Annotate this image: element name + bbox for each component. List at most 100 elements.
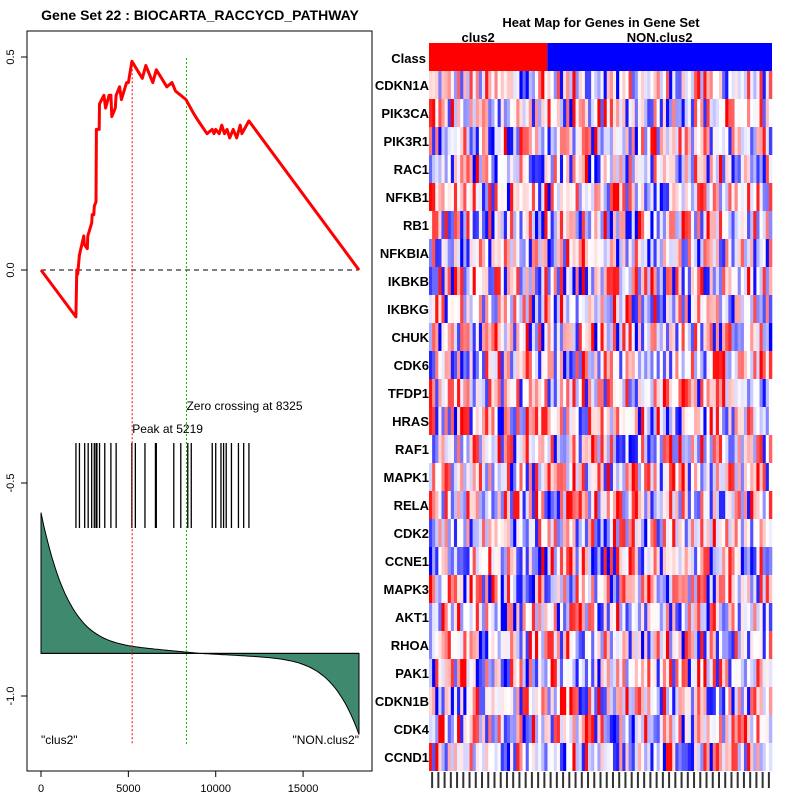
heat-cell	[472, 491, 477, 519]
heat-cell	[460, 407, 464, 435]
heat-cell	[566, 127, 570, 155]
heat-cell	[453, 603, 458, 631]
heat-cell	[759, 267, 763, 295]
heat-cell	[453, 407, 458, 435]
heat-cell	[740, 239, 745, 267]
heat-cell	[525, 239, 530, 267]
heat-cell	[718, 547, 723, 575]
heat-cell	[690, 659, 695, 687]
heat-cell	[588, 603, 592, 631]
y-tick-label: 0.0	[5, 262, 17, 277]
heat-cell	[762, 295, 767, 323]
heat-cell	[547, 491, 551, 519]
heat-cell	[687, 715, 692, 743]
heat-cell	[687, 71, 692, 99]
heat-cell	[637, 687, 642, 715]
heat-cell	[737, 687, 742, 715]
heat-cell	[737, 71, 742, 99]
heat-cell	[453, 71, 458, 99]
heat-cell	[491, 323, 495, 351]
heat-cell	[659, 155, 664, 183]
heat-cell	[513, 659, 517, 687]
heat-cell	[650, 155, 654, 183]
heat-cell	[634, 267, 639, 295]
heat-cell	[478, 267, 483, 295]
heat-cell	[600, 575, 604, 603]
heat-cell	[706, 659, 710, 687]
heat-cell	[441, 99, 445, 127]
heat-cell	[488, 183, 492, 211]
heat-cell	[528, 575, 533, 603]
heat-cell	[681, 491, 685, 519]
heat-cell	[678, 267, 682, 295]
heat-cell	[541, 295, 545, 323]
heat-cell	[641, 687, 645, 715]
heat-cell	[628, 715, 632, 743]
heat-cell	[737, 743, 742, 771]
heat-cell	[472, 351, 477, 379]
heat-cell	[438, 463, 442, 491]
heat-cell	[637, 547, 642, 575]
heat-cell	[712, 211, 717, 239]
heat-cell	[525, 575, 530, 603]
heat-cell	[634, 155, 639, 183]
heat-cell	[435, 603, 439, 631]
sample-label	[661, 772, 664, 788]
heat-cell	[516, 127, 520, 155]
heat-cell	[625, 519, 629, 547]
heat-cell	[731, 211, 735, 239]
heat-cell	[541, 239, 545, 267]
heat-cell	[447, 323, 452, 351]
heat-cell	[637, 435, 642, 463]
heat-cell	[728, 435, 732, 463]
heat-cell	[628, 155, 632, 183]
heat-cell	[472, 267, 477, 295]
heat-cell	[725, 379, 729, 407]
heat-cell	[734, 435, 738, 463]
heat-cell	[435, 407, 439, 435]
heat-cell	[588, 351, 592, 379]
heat-cell	[581, 127, 586, 155]
heat-cell	[575, 239, 579, 267]
heat-cell	[694, 351, 698, 379]
heat-cell	[675, 631, 679, 659]
sample-label	[736, 772, 739, 788]
heat-cell	[647, 351, 651, 379]
sample-label	[680, 772, 683, 788]
heat-cell	[503, 603, 508, 631]
heat-cell	[743, 491, 748, 519]
heat-cell	[734, 323, 738, 351]
heat-cell	[584, 575, 589, 603]
heat-cell	[597, 491, 601, 519]
heat-cell	[609, 183, 614, 211]
heat-cell	[647, 659, 651, 687]
heat-cell	[453, 239, 458, 267]
heat-cell	[644, 351, 648, 379]
heat-cell	[553, 491, 558, 519]
heat-cell	[566, 659, 570, 687]
heat-cell	[634, 183, 639, 211]
heat-cell	[535, 295, 539, 323]
heat-cell	[525, 127, 530, 155]
heat-cell	[622, 351, 626, 379]
heat-cell	[709, 295, 714, 323]
heat-cell	[485, 211, 489, 239]
heat-cell	[715, 743, 720, 771]
heat-cell	[706, 631, 710, 659]
heat-cell	[472, 519, 477, 547]
heat-cell	[612, 323, 617, 351]
heat-cell	[672, 379, 676, 407]
heat-cell	[600, 239, 604, 267]
heat-cell	[591, 463, 595, 491]
heat-cell	[519, 211, 523, 239]
heat-cell	[606, 211, 611, 239]
heat-cell	[694, 519, 698, 547]
heat-cell	[453, 267, 458, 295]
heat-cell	[690, 295, 695, 323]
heat-cell	[672, 463, 676, 491]
heat-cell	[768, 743, 773, 771]
heat-cell	[463, 519, 467, 547]
heat-cell	[522, 575, 526, 603]
heat-cell	[472, 323, 477, 351]
heat-cell	[722, 239, 726, 267]
